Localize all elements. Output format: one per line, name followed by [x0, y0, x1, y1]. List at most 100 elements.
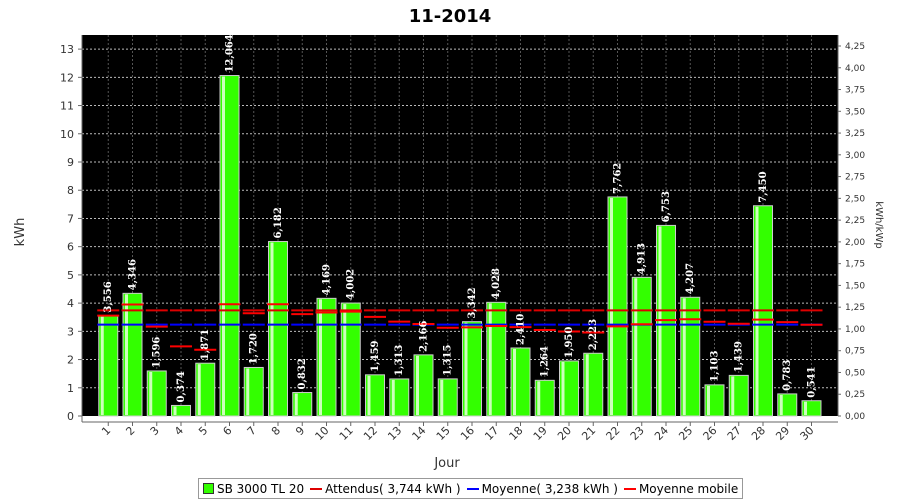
legend-swatch: [466, 487, 479, 490]
legend-item: Attendus( 3,744 kWh ): [310, 481, 461, 496]
legend-swatch: [623, 487, 636, 490]
bar-value-label: 0,374: [176, 371, 187, 402]
y-tick-label: 3: [67, 325, 74, 338]
legend-item: SB 3000 TL 20: [203, 482, 304, 496]
bar-highlight: [246, 368, 250, 415]
bar-highlight: [100, 316, 104, 415]
y2-tick-label: 3,50: [845, 107, 865, 117]
bar-highlight: [634, 278, 638, 415]
x-tick-label: 12: [361, 424, 380, 443]
y-tick-label: 10: [60, 128, 74, 141]
x-tick-label: 6: [220, 424, 234, 438]
bar-value-label: 4,169: [322, 264, 333, 295]
y-tick-label: 8: [67, 184, 74, 197]
x-tick-label: 7: [245, 424, 259, 438]
bar-value-label: 4,207: [685, 263, 696, 294]
x-tick-label: 24: [652, 424, 671, 443]
y-tick-label: 11: [60, 100, 74, 113]
bar-labels: 3,556 4,346 1,596 0,374 1,871 12,064 1,720 6,18…: [103, 34, 817, 402]
bar-value-label: 4,913: [637, 243, 648, 274]
y2-tick-label: 1,00: [845, 325, 865, 335]
x-tick-label: 10: [313, 424, 332, 443]
bar-value-label: 6,182: [273, 207, 284, 238]
x-tick-label: 17: [482, 424, 501, 443]
bar-value-label: 3,342: [467, 287, 478, 318]
bar-highlight: [561, 361, 565, 415]
bar: [171, 404, 191, 417]
bar-value-label: 4,002: [346, 269, 357, 300]
bar-highlight: [343, 304, 347, 415]
bar-highlight: [779, 394, 783, 415]
bar-value-label: 1,459: [370, 340, 381, 371]
bar-value-label: 1,315: [443, 345, 454, 376]
legend-swatch: [203, 483, 214, 494]
bar-value-label: 0,832: [297, 358, 308, 389]
y2-tick-label: 3,75: [845, 86, 865, 96]
x-tick-label: 13: [385, 424, 404, 443]
y2-tick-label: 2,00: [845, 238, 865, 248]
bar-highlight: [488, 303, 492, 415]
bar-highlight: [125, 294, 128, 415]
bar-highlight: [270, 242, 274, 415]
bar-value-label: 1,264: [540, 346, 551, 377]
bar-highlight: [682, 298, 686, 415]
legend-swatch: [310, 487, 323, 490]
x-tick-label: 20: [555, 424, 574, 443]
x-tick-label: 22: [604, 424, 623, 443]
x-tick-label: 21: [579, 424, 598, 443]
x-axis-label: Jour: [433, 456, 460, 471]
bar-highlight: [173, 406, 177, 415]
y-tick-label: 13: [60, 43, 74, 56]
bar-highlight: [197, 364, 201, 415]
y2-tick-label: 2,50: [845, 194, 865, 204]
y2-tick-label: 4,00: [845, 64, 865, 74]
bar-highlight: [294, 393, 298, 415]
x-tick-label: 16: [458, 424, 477, 443]
bar-highlight: [731, 376, 735, 415]
y2-tick-label: 0,50: [845, 368, 865, 378]
bar-value-label: 3,556: [103, 281, 114, 312]
bar-value-label: 0,541: [807, 366, 818, 397]
x-tick-label: 30: [798, 424, 817, 443]
x-tick-label: 1: [99, 424, 113, 438]
bar-highlight: [804, 401, 807, 415]
x-tick-label: 23: [628, 424, 647, 443]
y-tick-label: 2: [67, 354, 74, 367]
bar-value-label: 1,950: [564, 327, 575, 358]
legend: SB 3000 TL 20 Attendus( 3,744 kWh ) Moyenn…: [198, 478, 744, 499]
x-tick-label: 26: [701, 424, 720, 443]
x-tick-label: 8: [269, 424, 283, 438]
y-tick-label: 6: [67, 241, 74, 254]
bar-highlight: [610, 197, 613, 415]
bar-value-label: 4,028: [491, 268, 502, 299]
x-tick-label: 19: [531, 424, 550, 443]
y-tick-label: 7: [67, 212, 74, 225]
x-tick-label: 4: [172, 424, 186, 438]
legend-label: SB 3000 TL 20: [217, 481, 305, 496]
x-tick-label: 25: [676, 424, 695, 443]
bar-value-label: 0,783: [782, 360, 793, 391]
y2-tick-label: 4,25: [845, 42, 865, 52]
y-tick-label: 12: [60, 71, 74, 84]
y2-tick-label: 0,00: [845, 412, 865, 422]
y2-tick-label: 3,00: [845, 151, 865, 161]
y-axis-label: kWh: [13, 218, 28, 247]
y2-tick-label: 1,25: [845, 303, 865, 313]
bar-highlight: [707, 385, 710, 415]
y-tick-label: 1: [67, 382, 74, 395]
y2-tick-label: 2,25: [845, 216, 865, 226]
bar-value-label: 7,450: [758, 171, 769, 202]
x-tick-label: 2: [123, 424, 137, 438]
bar-value-label: 1,313: [394, 345, 405, 376]
y-tick-label: 5: [67, 269, 74, 282]
x-tick-label: 3: [148, 424, 162, 438]
chart-title: 11-2014: [409, 6, 492, 27]
x-tick-label: 15: [434, 424, 453, 443]
y2-axis-label: kWh/kWp: [873, 201, 884, 248]
y2-tick-label: 2,75: [845, 173, 865, 183]
y-tick-label: 0: [67, 410, 74, 423]
bar-value-label: 2,166: [419, 321, 430, 352]
x-tick-label: 14: [410, 424, 429, 443]
legend-label: Attendus( 3,744 kWh ): [325, 481, 461, 496]
